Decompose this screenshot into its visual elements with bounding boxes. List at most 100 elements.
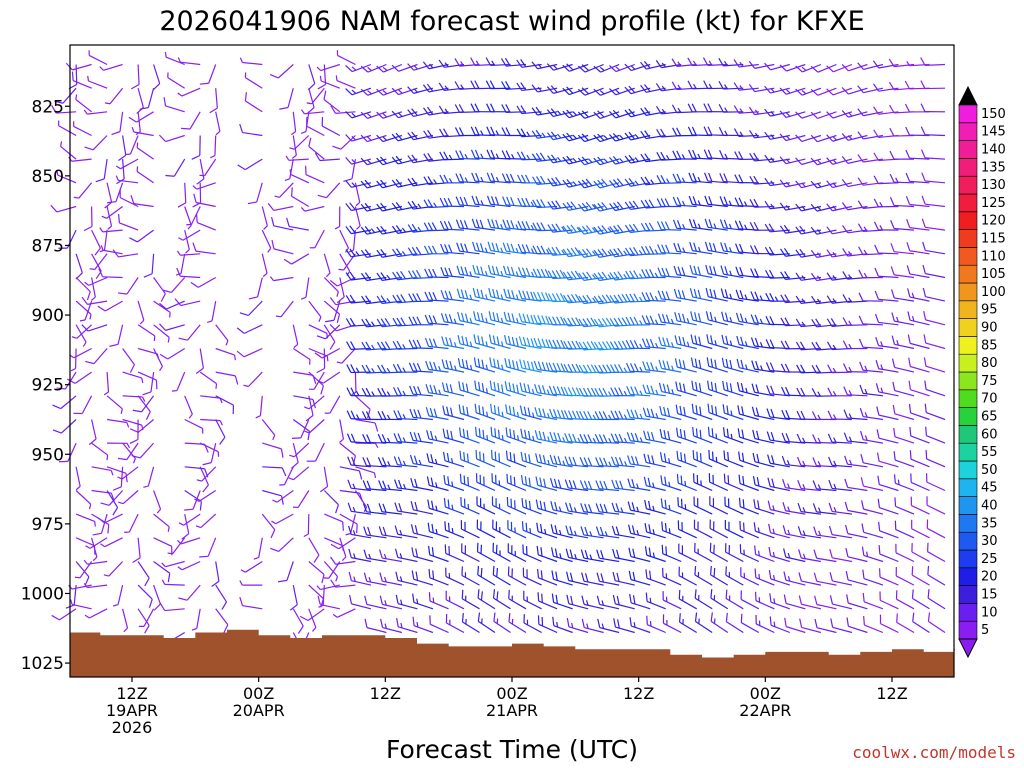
barb-shaft xyxy=(180,275,201,279)
barb-flag xyxy=(873,129,880,138)
barb-shaft xyxy=(215,347,235,356)
barb-flag xyxy=(159,302,167,310)
barb-half-flag xyxy=(630,65,636,70)
wind-barb xyxy=(393,410,418,421)
barb-flag xyxy=(329,297,337,306)
barb-shaft xyxy=(88,54,108,66)
wind-barb xyxy=(70,348,77,372)
barb-flag xyxy=(781,386,786,396)
barb-flag xyxy=(491,496,494,506)
barb-shaft xyxy=(693,388,713,397)
barb-half-flag xyxy=(634,133,639,139)
wind-barb xyxy=(161,579,185,586)
barb-half-flag xyxy=(713,595,716,601)
wind-barb xyxy=(640,107,666,116)
barb-flag xyxy=(565,502,569,512)
wind-barb xyxy=(724,496,744,515)
barb-flag xyxy=(447,197,453,207)
barb-flag xyxy=(427,199,434,208)
wind-barb xyxy=(764,62,790,71)
barb-flag xyxy=(361,295,368,304)
barb-shaft xyxy=(151,253,155,274)
wind-barb xyxy=(708,449,729,468)
barb-flag xyxy=(842,271,848,280)
barb-flag xyxy=(523,406,527,416)
wind-barb xyxy=(811,411,837,421)
barb-flag xyxy=(586,294,593,303)
barb-flag xyxy=(630,432,635,442)
barb-half-flag xyxy=(801,205,806,211)
barb-flag xyxy=(470,57,476,66)
barb-flag xyxy=(718,103,724,113)
barb-flag xyxy=(476,312,481,322)
barb-half-flag xyxy=(633,622,636,628)
wind-barb xyxy=(642,407,666,421)
barb-shaft xyxy=(335,560,356,565)
barb-half-flag xyxy=(681,154,686,160)
barb-flag xyxy=(444,267,449,277)
barb-flag xyxy=(645,592,648,602)
wind-barb xyxy=(765,316,790,326)
barb-flag xyxy=(705,311,709,321)
wind-barb xyxy=(142,372,155,396)
barb-flag xyxy=(611,502,616,512)
barb-flag xyxy=(570,247,577,256)
barb-shaft xyxy=(461,598,480,610)
barb-flag xyxy=(270,547,279,553)
barb-flag xyxy=(478,428,481,438)
barb-flag xyxy=(457,334,461,344)
wind-barb xyxy=(704,172,728,184)
wind-barb xyxy=(117,277,139,295)
wind-barb xyxy=(441,382,465,397)
barb-flag xyxy=(349,225,356,234)
barb-half-flag xyxy=(526,619,529,625)
barb-shaft xyxy=(74,348,77,369)
barb-shaft xyxy=(309,419,325,434)
barb-flag xyxy=(493,381,496,391)
wind-barb xyxy=(438,82,465,92)
wind-barb xyxy=(549,431,573,444)
barb-flag xyxy=(158,323,166,331)
wind-barb xyxy=(844,455,868,468)
barb-shaft xyxy=(476,435,496,444)
barb-flag xyxy=(766,408,771,418)
barb-shaft xyxy=(292,135,297,156)
barb-flag xyxy=(549,431,554,441)
barb-flag xyxy=(649,245,655,255)
wind-barb xyxy=(345,225,372,235)
barb-shaft xyxy=(109,87,124,105)
barb-flag xyxy=(364,595,368,605)
barb-flag xyxy=(432,315,438,325)
wind-barb xyxy=(177,57,201,66)
barb-half-flag xyxy=(802,553,806,559)
barb-flag xyxy=(753,152,759,161)
barb-flag xyxy=(709,288,713,298)
barb-flag xyxy=(412,293,418,302)
barb-flag xyxy=(796,456,802,466)
barb-flag xyxy=(768,246,775,256)
barb-flag xyxy=(347,479,352,489)
barb-flag xyxy=(411,108,418,116)
barb-flag xyxy=(693,265,698,275)
barb-half-flag xyxy=(60,141,63,147)
barb-flag xyxy=(361,341,367,351)
wind-barb xyxy=(199,158,217,177)
barb-shaft xyxy=(208,64,217,84)
barb-flag xyxy=(445,590,447,600)
barb-half-flag xyxy=(324,412,330,414)
barb-flag xyxy=(139,106,149,110)
barb-flag xyxy=(642,384,647,394)
barb-half-flag xyxy=(416,621,419,628)
barb-flag xyxy=(517,220,523,230)
wind-barb xyxy=(516,128,542,138)
barb-flag xyxy=(625,247,631,256)
barb-half-flag xyxy=(449,619,451,625)
barb-shaft xyxy=(801,580,822,586)
barb-flag xyxy=(443,174,449,184)
wind-barb xyxy=(531,152,558,162)
barb-shaft xyxy=(505,157,527,160)
barb-half-flag xyxy=(438,366,442,372)
barb-flag xyxy=(727,475,730,485)
wind-barb xyxy=(439,197,465,208)
barb-flag xyxy=(583,411,589,420)
